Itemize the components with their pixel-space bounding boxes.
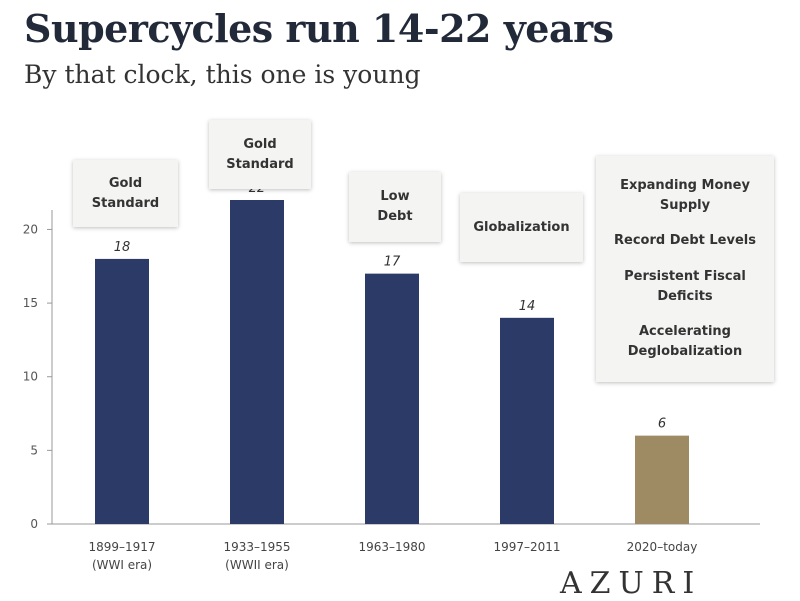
annotation-box-2: Gold Standard [209,120,311,189]
chart-subtitle: By that clock, this one is young [24,60,421,89]
annotation-line: Standard [226,156,294,172]
annotation-box-5: Expanding Money Supply Record Debt Level… [596,156,774,382]
bar [230,200,284,524]
brand-logo: AZURI [560,566,703,601]
x-tick-label: 1933–1955 [223,540,290,554]
data-label: 18 [114,240,131,255]
bar [365,273,419,524]
bar [95,258,149,524]
annotation-line: Persistent Fiscal Deficits [624,268,746,304]
annotation-line: Globalization [473,219,570,235]
annotation-line: Accelerating Deglobalization [627,324,743,360]
x-tick-label: 1899–1917 [88,540,155,554]
annotation-box-1: Gold Standard [73,160,178,227]
annotation-box-3: Low Debt [349,172,441,242]
annotation-line: Expanding Money Supply [620,177,750,213]
y-tick-label: 0 [30,517,38,531]
annotation-line: Standard [91,195,160,211]
x-tick-label: 1963–1980 [358,540,425,554]
x-tick-sublabel: (WWII era) [225,558,289,572]
y-tick-label: 20 [23,222,38,236]
y-tick-label: 10 [23,370,38,384]
data-label: 17 [384,255,401,270]
x-tick-sublabel: (WWI era) [92,558,152,572]
annotation-line: Debt [377,209,413,224]
annotation-box-4: Globalization [460,193,583,262]
annotation-line: Gold [243,136,277,152]
data-label: 6 [658,417,666,432]
x-tick-label: 2020–today [627,540,698,554]
y-tick-label: 5 [30,443,38,457]
chart-title: Supercycles run 14-22 years [24,6,614,51]
bar [500,317,554,524]
bar [635,435,689,524]
annotation-line: Low [380,189,410,204]
data-label: 14 [519,299,536,314]
x-tick-label: 1997–2011 [493,540,560,554]
annotation-line: Record Debt Levels [614,233,756,249]
y-tick-label: 15 [23,296,38,310]
annotation-line: Gold [108,175,143,191]
